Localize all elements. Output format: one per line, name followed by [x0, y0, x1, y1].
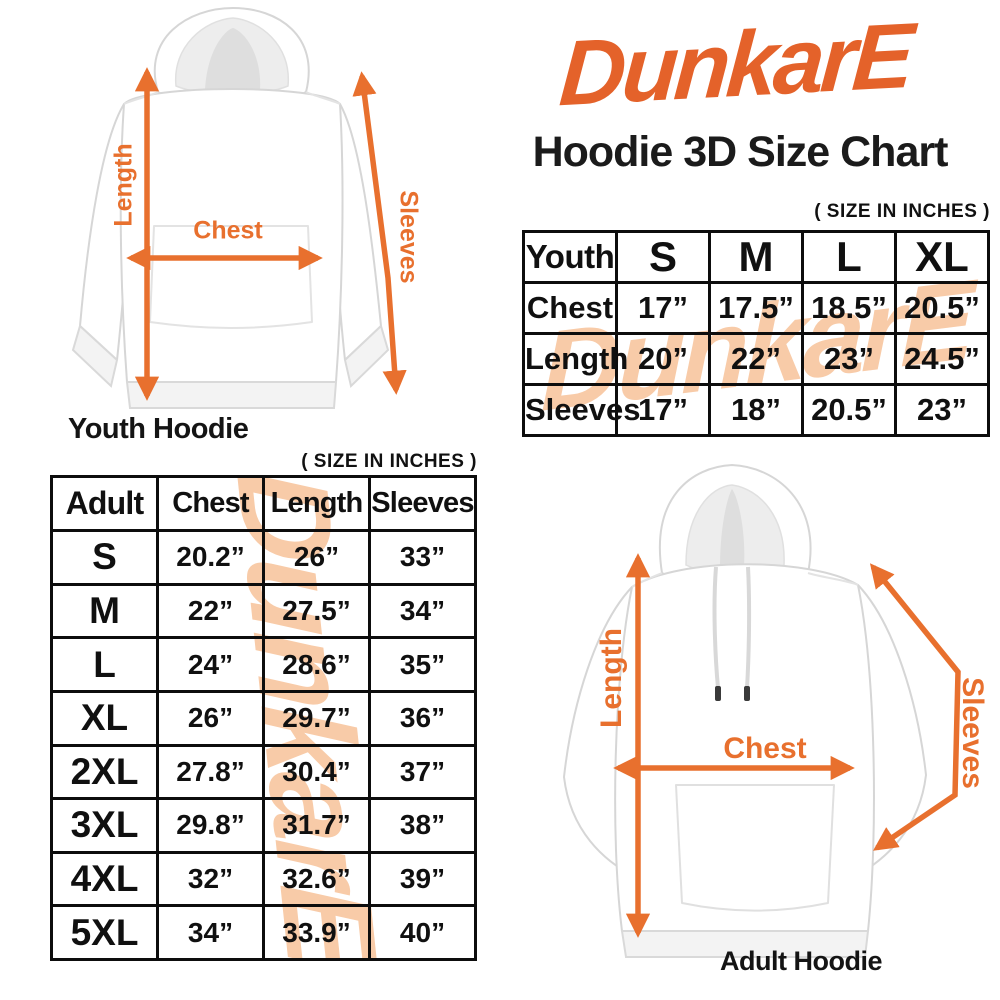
- column-header-cell: Chest: [156, 475, 265, 532]
- adult-hoodie-caption: Adult Hoodie: [720, 946, 882, 976]
- measurement-cell: 24”: [156, 636, 265, 693]
- adult-measurement-arrows: [613, 553, 961, 938]
- measurement-cell: 31.7”: [262, 797, 371, 854]
- table-row: XL 26” 29.7” 36”: [50, 689, 477, 747]
- youth-length-label: Length: [109, 143, 138, 227]
- table-title-cell: Adult: [50, 475, 159, 532]
- youth-hoodie-illustration: [71, 7, 407, 409]
- row-label-cell: Length: [522, 332, 628, 386]
- youth-sleeves-label: Sleeves: [394, 190, 423, 284]
- youth-size-note: ( SIZE IN INCHES ): [814, 201, 990, 222]
- measurement-cell: 36”: [368, 689, 477, 747]
- measurement-cell: 18.5”: [801, 281, 897, 335]
- youth-chest-label: Chest: [193, 216, 263, 245]
- adult-sleeves-label: Sleeves: [956, 677, 989, 789]
- youth-measurement-arrows: [126, 67, 407, 401]
- measurement-cell: 26”: [262, 529, 371, 586]
- measurement-cell: 40”: [368, 904, 477, 961]
- measurement-cell: 30.4”: [262, 743, 371, 801]
- measurement-cell: 20.5”: [894, 281, 990, 335]
- column-header-cell: Length: [262, 475, 371, 532]
- row-label-cell: XL: [50, 689, 159, 747]
- row-label-cell: 3XL: [50, 797, 159, 854]
- table-row: Length 20” 22” 23” 24.5”: [522, 332, 990, 386]
- measurement-cell: 38”: [368, 797, 477, 854]
- column-header-cell: S: [615, 230, 711, 284]
- measurement-cell: 23”: [801, 332, 897, 386]
- row-label-cell: S: [50, 529, 159, 586]
- measurement-cell: 33”: [368, 529, 477, 586]
- table-row: M 22” 27.5” 34”: [50, 582, 477, 640]
- column-header-cell: M: [708, 230, 804, 284]
- column-header-cell: Sleeves: [368, 475, 477, 532]
- row-label-cell: 2XL: [50, 743, 159, 801]
- adult-length-label: Length: [595, 628, 628, 728]
- table-row: 5XL 34” 33.9” 40”: [50, 904, 477, 961]
- measurement-cell: 27.8”: [156, 743, 265, 801]
- measurement-cell: 22”: [156, 582, 265, 640]
- measurement-cell: 27.5”: [262, 582, 371, 640]
- adult-size-table-grid: Adult Chest Length Sleeves S 20.2” 26” 33” M 22” 2…: [50, 475, 477, 961]
- row-label-cell: Chest: [522, 281, 618, 335]
- measurement-cell: 20.2”: [156, 529, 265, 586]
- header-row: Youth S M L XL: [522, 230, 990, 284]
- measurement-cell: 20”: [615, 332, 711, 386]
- measurement-cell: 35”: [368, 636, 477, 693]
- measurement-cell: 33.9”: [262, 904, 371, 961]
- header-row: Adult Chest Length Sleeves: [50, 475, 477, 532]
- table-row: S 20.2” 26” 33”: [50, 529, 477, 586]
- measurement-cell: 29.7”: [262, 689, 371, 747]
- adult-chest-label: Chest: [723, 732, 807, 765]
- measurement-cell: 17”: [615, 281, 711, 335]
- row-label-cell: 5XL: [50, 904, 159, 961]
- measurement-cell: 34”: [368, 582, 477, 640]
- youth-size-table-grid: Youth S M L XL Chest 17” 17.5” 18.5” 20.5” Length 2…: [522, 230, 990, 437]
- measurement-cell: 32”: [156, 850, 265, 908]
- measurement-cell: 18”: [708, 383, 804, 437]
- adult-size-note: ( SIZE IN INCHES ): [301, 451, 477, 472]
- table-row: 4XL 32” 32.6” 39”: [50, 850, 477, 908]
- adult-hoodie-illustration: [563, 464, 961, 958]
- youth-hoodie-shape: [71, 7, 390, 409]
- measurement-cell: 17”: [615, 383, 711, 437]
- table-row: 3XL 29.8” 31.7” 38”: [50, 797, 477, 854]
- row-label-cell: Sleeves: [522, 383, 641, 437]
- measurement-cell: 34”: [156, 904, 265, 961]
- brand-logo: DunkarE: [556, 4, 914, 125]
- measurement-cell: 24.5”: [894, 332, 990, 386]
- table-row: Sleeves 17” 18” 20.5” 23”: [522, 383, 990, 437]
- adult-size-table: DunkarE Adult Chest Length Sleeves S 20.2” 26”…: [50, 475, 477, 961]
- measurement-cell: 37”: [368, 743, 477, 801]
- measurement-cell: 17.5”: [708, 281, 804, 335]
- table-row: 2XL 27.8” 30.4” 37”: [50, 743, 477, 801]
- youth-hoodie-caption: Youth Hoodie: [68, 413, 249, 445]
- youth-size-table: DunkarE Youth S M L XL Chest 17” 17.5” 18.5” 20.5…: [522, 230, 990, 437]
- column-header-cell: L: [801, 230, 897, 284]
- row-label-cell: 4XL: [50, 850, 159, 908]
- measurement-cell: 32.6”: [262, 850, 371, 908]
- measurement-cell: 20.5”: [801, 383, 897, 437]
- page-title: Hoodie 3D Size Chart: [532, 128, 949, 176]
- measurement-cell: 23”: [894, 383, 990, 437]
- table-row: L 24” 28.6” 35”: [50, 636, 477, 693]
- measurement-cell: 22”: [708, 332, 804, 386]
- measurement-cell: 29.8”: [156, 797, 265, 854]
- table-row: Chest 17” 17.5” 18.5” 20.5”: [522, 281, 990, 335]
- measurement-cell: 26”: [156, 689, 265, 747]
- row-label-cell: L: [50, 636, 159, 693]
- column-header-cell: XL: [894, 230, 990, 284]
- table-title-cell: Youth: [522, 230, 618, 284]
- measurement-cell: 39”: [368, 850, 477, 908]
- row-label-cell: M: [50, 582, 159, 640]
- measurement-cell: 28.6”: [262, 636, 371, 693]
